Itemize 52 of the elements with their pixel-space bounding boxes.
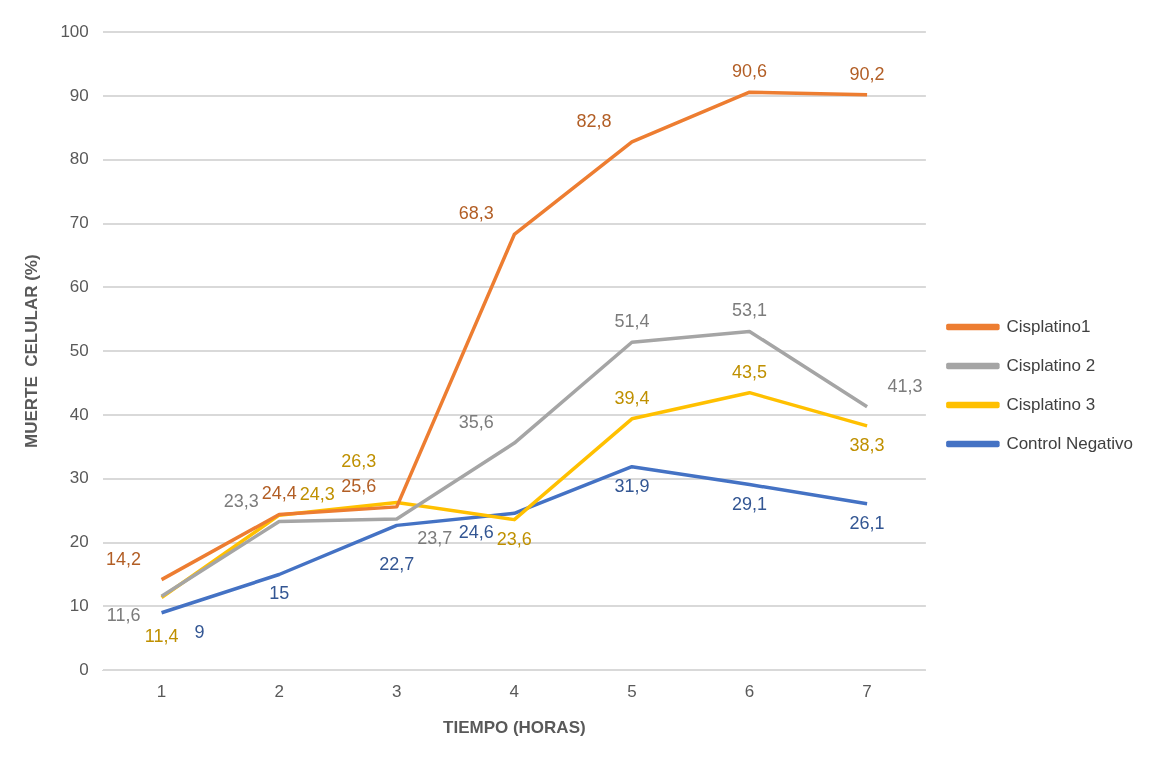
data-label: 51,4 (614, 311, 650, 332)
x-tick-label: 7 (862, 682, 872, 702)
legend-label: Cisplatino1 (1006, 316, 1091, 336)
data-label: 26,1 (849, 512, 885, 533)
data-label: 68,3 (458, 203, 494, 224)
x-tick-label: 3 (392, 682, 402, 702)
legend-label: Cisplatino 3 (1006, 394, 1096, 414)
data-label: 39,4 (614, 387, 650, 408)
y-tick-label: 30 (69, 468, 89, 488)
data-label: 35,6 (458, 412, 494, 433)
legend-label: Cisplatino 2 (1006, 355, 1096, 375)
data-label: 31,9 (614, 475, 650, 496)
data-label: 9 (194, 621, 205, 642)
data-label: 11,6 (106, 605, 141, 626)
data-label: 23,7 (417, 527, 453, 548)
data-label: 25,6 (341, 475, 377, 496)
y-tick-label: 100 (60, 21, 89, 41)
y-tick-label: 20 (69, 532, 89, 552)
x-axis-title: TIEMPO (HORAS) (443, 718, 586, 738)
y-tick-label: 40 (69, 404, 89, 424)
data-label: 24,6 (458, 522, 494, 543)
data-label: 82,8 (576, 110, 612, 131)
data-label: 29,1 (731, 493, 768, 514)
y-tick-label: 80 (69, 149, 89, 169)
legend-label: Control Negativo (1006, 433, 1133, 453)
data-label: 23,6 (496, 528, 532, 549)
y-tick-label: 50 (69, 340, 89, 360)
data-label: 24,3 (299, 484, 335, 505)
y-tick-label: 70 (69, 213, 89, 233)
x-tick-label: 1 (156, 682, 167, 702)
y-tick-label: 90 (69, 85, 89, 105)
x-tick-label: 2 (274, 682, 284, 702)
data-label: 14,2 (106, 548, 142, 569)
y-tick-label: 60 (69, 277, 89, 297)
x-tick-label: 4 (509, 682, 520, 702)
data-label: 15 (269, 583, 290, 604)
data-label: 38,3 (849, 434, 885, 455)
data-label: 53,1 (731, 300, 768, 321)
x-tick-label: 5 (627, 682, 637, 702)
data-label: 90,6 (731, 61, 768, 82)
data-label: 24,4 (261, 483, 297, 504)
data-label: 22,7 (379, 554, 415, 575)
data-label: 43,5 (731, 361, 768, 382)
data-label: 26,3 (341, 451, 377, 472)
x-tick-label: 6 (744, 682, 755, 702)
y-axis-title: MUERTE CELULAR (%) (21, 254, 41, 448)
y-tick-label: 10 (69, 596, 89, 616)
data-label: 23,3 (223, 490, 259, 511)
data-label: 90,2 (849, 63, 885, 84)
data-label: 11,4 (144, 626, 179, 647)
y-tick-label: 0 (79, 659, 89, 679)
data-label: 41,3 (887, 375, 923, 396)
